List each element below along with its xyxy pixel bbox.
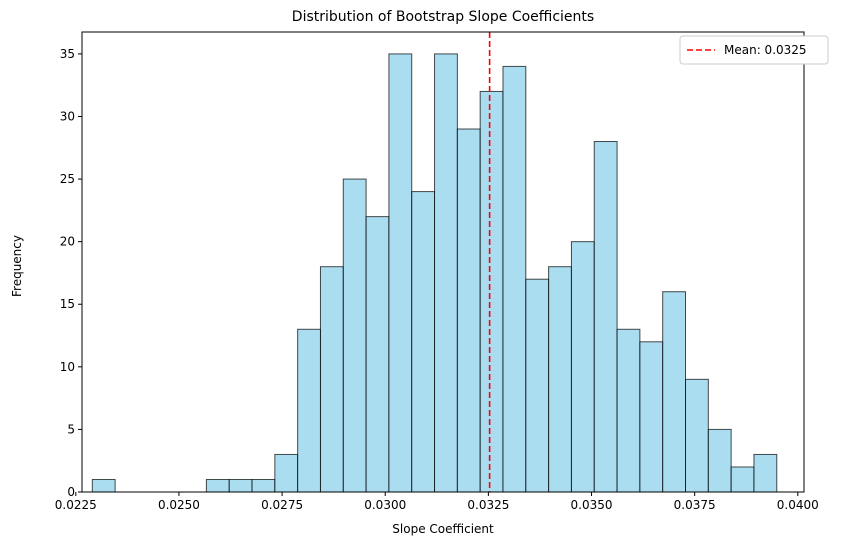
x-axis: 0.0225 0.0250 0.0275 0.0300 0.0325 0.0350 0.03… [55, 492, 819, 512]
y-tick-label: 0 [67, 485, 75, 499]
y-axis-title: Frequency [10, 235, 24, 297]
histogram-bar [525, 278, 550, 493]
y-axis: 0 5 10 15 20 25 30 35 [60, 47, 82, 499]
histogram-bar [456, 128, 481, 493]
y-tick-label: 20 [60, 235, 75, 249]
histogram-bar [730, 466, 755, 493]
y-tick-label: 30 [60, 109, 75, 123]
histogram-bar [274, 453, 299, 493]
histogram-bar [707, 428, 732, 493]
chart-title: Distribution of Bootstrap Slope Coeffici… [292, 9, 594, 25]
histogram-bar [297, 328, 321, 493]
histogram-bar [662, 291, 687, 493]
y-tick-label: 25 [60, 172, 75, 186]
x-tick-label: 0.0325 [467, 498, 509, 512]
x-axis-title: Slope Coefficient [392, 522, 494, 536]
histogram-bar [319, 266, 344, 493]
histogram-bar [365, 216, 390, 493]
y-tick-label: 5 [67, 422, 75, 436]
y-tick-label: 35 [60, 47, 75, 61]
histogram-bar [616, 328, 641, 493]
y-tick-label: 10 [60, 360, 75, 374]
histogram-bar [411, 191, 436, 493]
y-tick-label: 15 [60, 297, 75, 311]
histogram-bar [388, 53, 413, 493]
legend-label: Mean: 0.0325 [724, 43, 807, 57]
histogram-bar [91, 478, 116, 493]
legend-box [679, 35, 829, 65]
histogram-bar [251, 478, 276, 493]
x-tick-label: 0.0375 [674, 498, 716, 512]
histogram-bar [205, 478, 230, 493]
histogram-bar [685, 378, 709, 493]
x-tick-label: 0.0225 [55, 498, 97, 512]
x-tick-label: 0.0400 [777, 498, 819, 512]
histogram-bar [342, 178, 367, 493]
histogram-bar [593, 141, 618, 493]
histogram-bar [753, 453, 778, 493]
x-tick-label: 0.0250 [158, 498, 200, 512]
legend: Mean: 0.0325 [679, 35, 829, 65]
histogram-bar [434, 53, 458, 493]
x-tick-label: 0.0300 [364, 498, 406, 512]
x-tick-label: 0.0275 [261, 498, 303, 512]
plot-frame [81, 31, 805, 493]
histogram-bar [228, 478, 253, 493]
histogram-bar [479, 90, 504, 493]
histogram-bar [548, 266, 572, 493]
bars-group [91, 53, 778, 493]
histogram-bar [639, 341, 664, 493]
histogram-bar [570, 241, 595, 493]
histogram-bar [502, 65, 527, 493]
x-tick-label: 0.0350 [571, 498, 613, 512]
